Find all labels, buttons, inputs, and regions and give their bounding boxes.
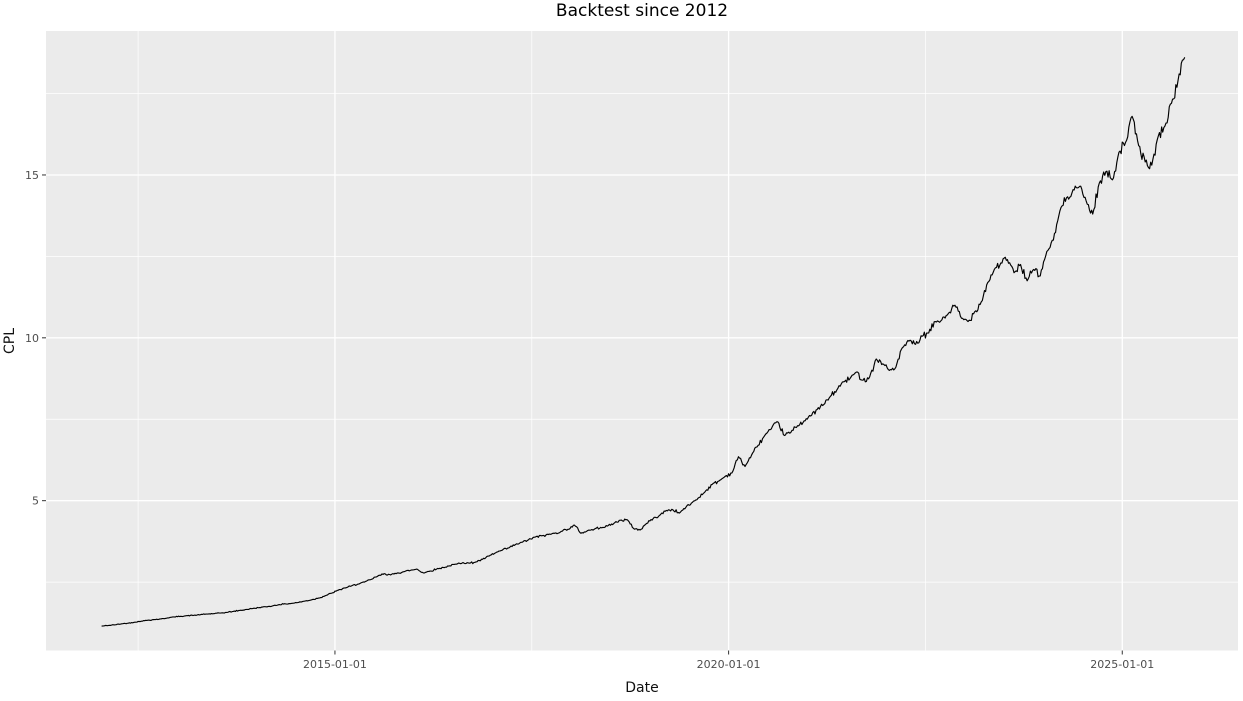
y-tick-label: 10 [25, 332, 39, 345]
x-axis-title: Date [625, 680, 659, 696]
x-tick-label: 2015-01-01 [303, 658, 367, 671]
x-tick-label: 2020-01-01 [697, 658, 761, 671]
series-line-cpl [101, 57, 1186, 627]
plot-panel [46, 31, 1238, 651]
chart-title: Backtest since 2012 [555, 1, 729, 21]
y-tick-label: 5 [32, 495, 39, 508]
x-tick-label: 2025-01-01 [1090, 658, 1154, 671]
y-axis-title: CPL [2, 327, 18, 355]
y-tick-label: 15 [25, 169, 39, 182]
